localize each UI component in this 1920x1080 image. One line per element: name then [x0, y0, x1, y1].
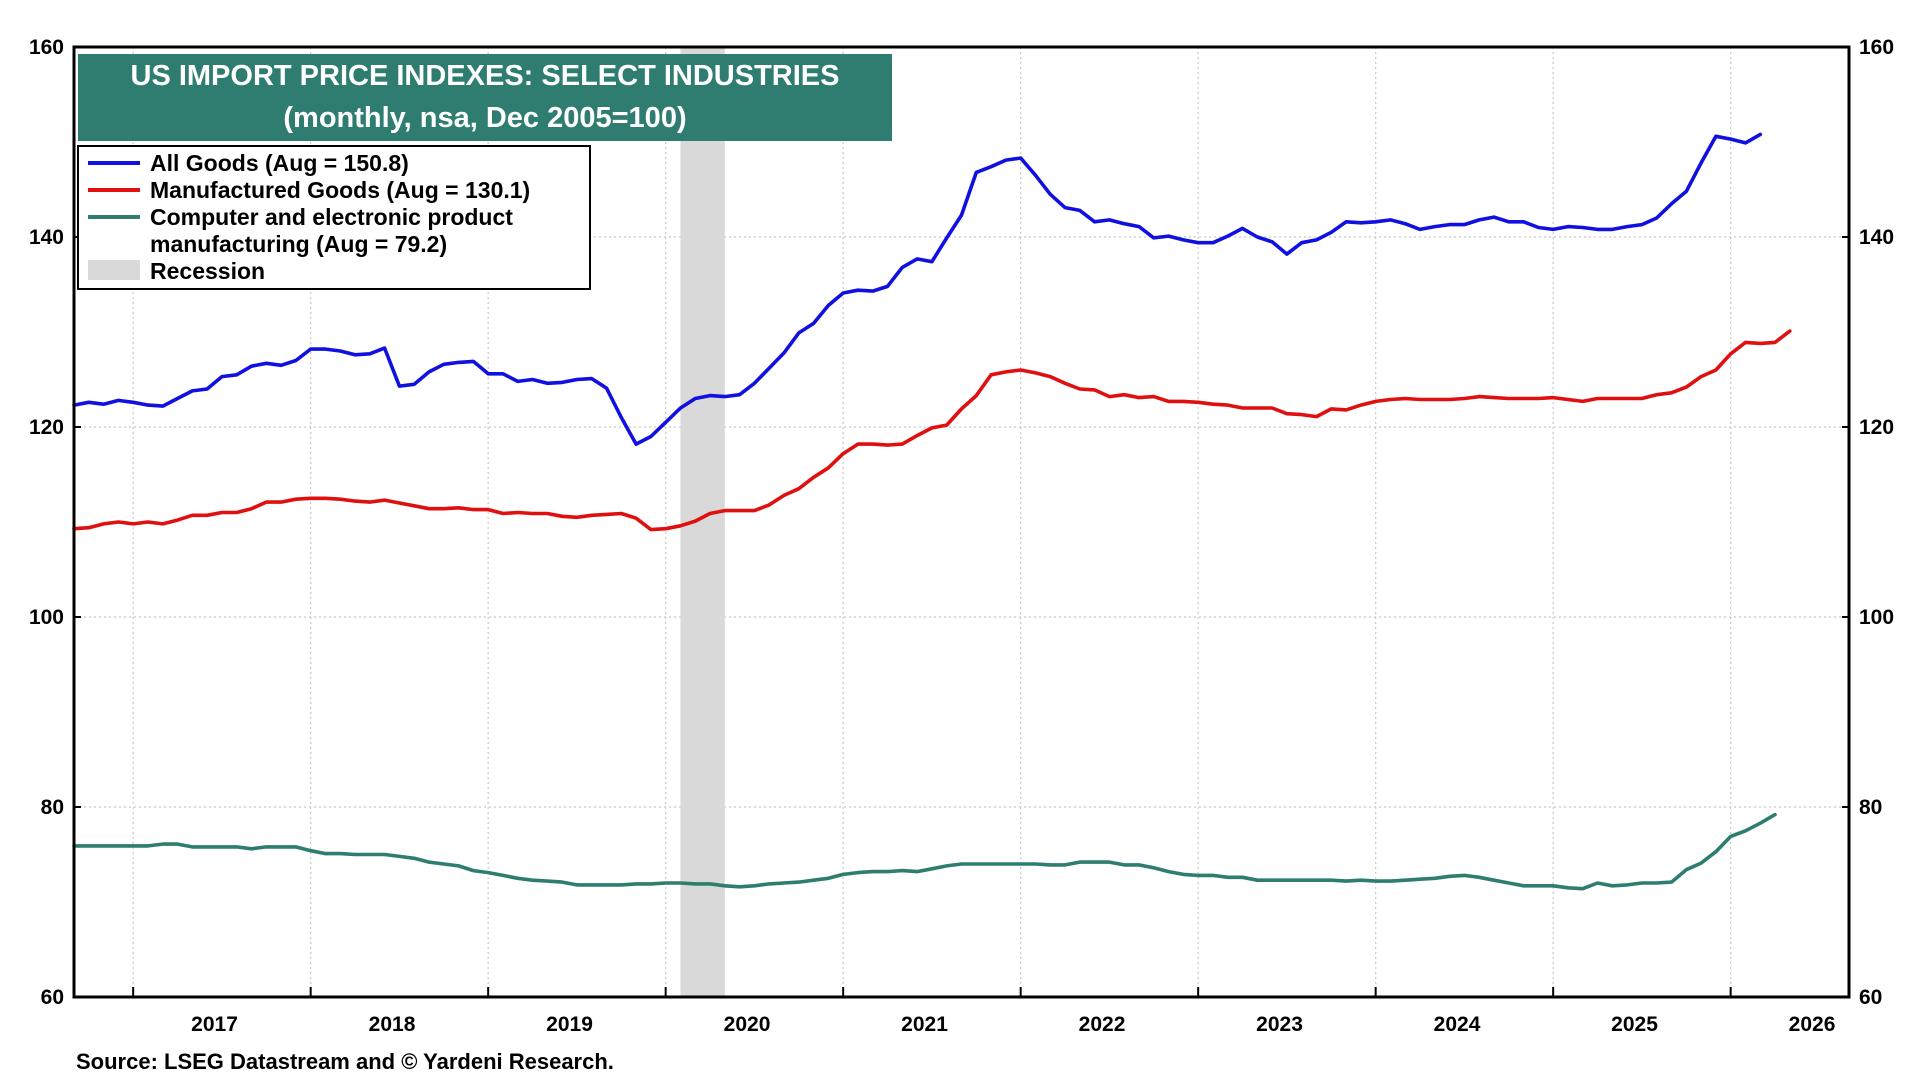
- chart-subtitle: (monthly, nsa, Dec 2005=100): [283, 102, 686, 134]
- x-tick-label: 2024: [1434, 1013, 1481, 1036]
- x-tick-label: 2017: [191, 1013, 238, 1036]
- legend-label-3: manufacturing (Aug = 79.2): [150, 231, 447, 257]
- legend: All Goods (Aug = 150.8)Manufactured Good…: [77, 145, 591, 290]
- y-tick-label-right: 100: [1859, 606, 1894, 629]
- y-tick-label-right: 120: [1859, 416, 1894, 439]
- x-tick-label: 2018: [369, 1013, 416, 1036]
- x-tick-label: 2020: [724, 1013, 771, 1036]
- legend-label-recession: Recession: [150, 258, 265, 284]
- y-tick-label-left: 160: [29, 36, 64, 59]
- series-line-2: [72, 329, 1792, 532]
- series-line-3: [72, 812, 1777, 891]
- y-tick-label-right: 140: [1859, 226, 1894, 249]
- series-lines: [72, 132, 1792, 891]
- plot-frame: [72, 45, 1851, 999]
- y-tick-label-right: 160: [1859, 36, 1894, 59]
- axes: 60 60 80 80 100 100 120 120 140 140 160 160 2017 2018…: [29, 36, 1894, 1036]
- x-tick-label: 2026: [1789, 1013, 1836, 1036]
- x-tick-label: 2025: [1611, 1013, 1658, 1036]
- chart-title: US IMPORT PRICE INDEXES: SELECT INDUSTRI…: [131, 60, 840, 92]
- legend-label-2: Manufactured Goods (Aug = 130.1): [150, 177, 530, 203]
- y-tick-label-right: 60: [1859, 986, 1882, 1009]
- x-tick-label: 2021: [901, 1013, 948, 1036]
- chart-title-box: US IMPORT PRICE INDEXES: SELECT INDUSTRI…: [78, 54, 892, 141]
- y-tick-label-left: 80: [41, 796, 64, 819]
- legend-label-3: Computer and electronic product: [150, 204, 513, 230]
- legend-label-1: All Goods (Aug = 150.8): [150, 150, 409, 176]
- legend-swatch-recession: [88, 260, 140, 280]
- series-line-1: [72, 132, 1763, 446]
- y-tick-label-right: 80: [1859, 796, 1882, 819]
- x-tick-label: 2023: [1256, 1013, 1303, 1036]
- x-tick-label: 2022: [1079, 1013, 1126, 1036]
- y-tick-label-left: 100: [29, 606, 64, 629]
- y-tick-label-left: 120: [29, 416, 64, 439]
- x-tick-label: 2019: [546, 1013, 593, 1036]
- source-note: Source: LSEG Datastream and © Yardeni Re…: [76, 1049, 614, 1074]
- y-tick-label-left: 140: [29, 226, 64, 249]
- y-tick-label-left: 60: [41, 986, 64, 1009]
